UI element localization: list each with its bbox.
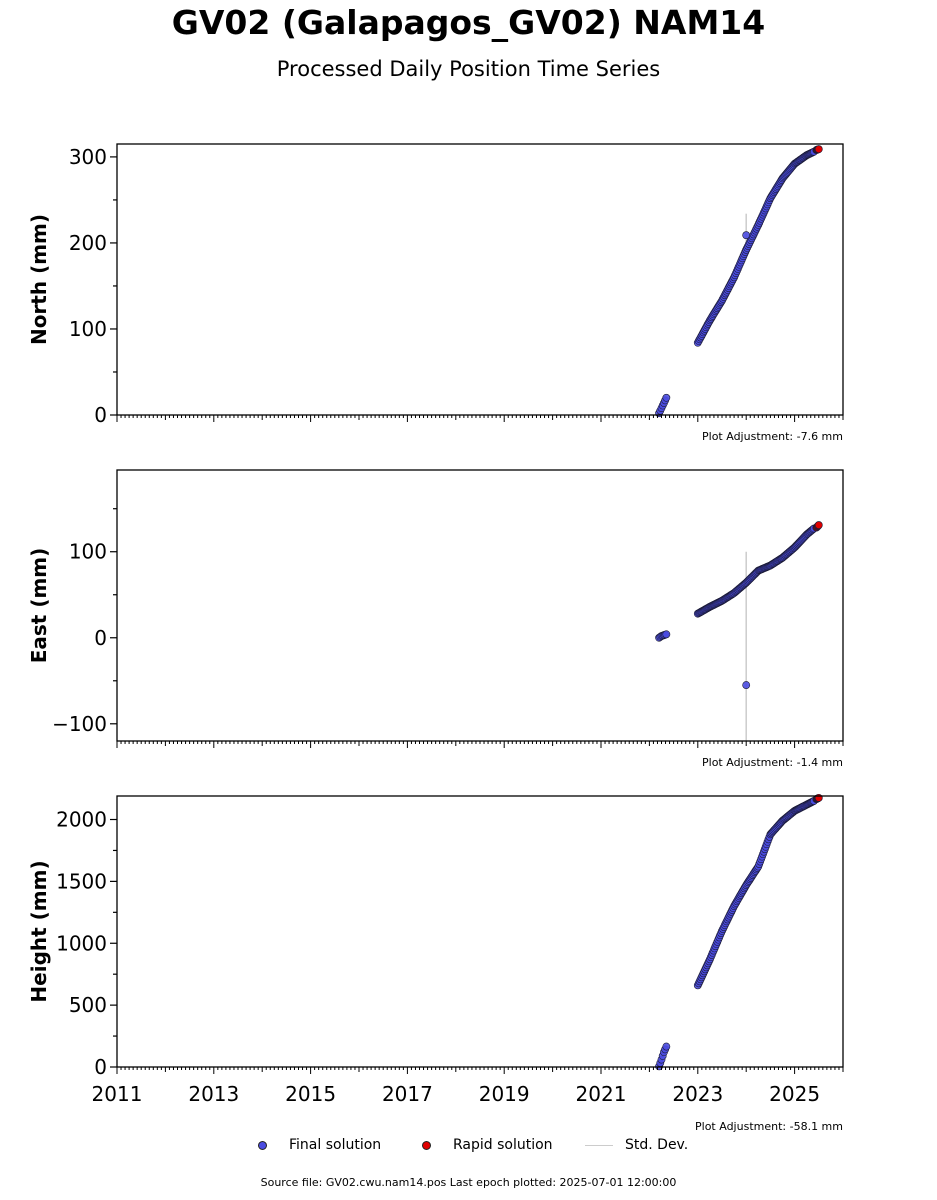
axes-frame: [116, 795, 844, 1068]
rapid-solution-point: [814, 793, 823, 802]
y-tick-label: 300: [69, 145, 107, 169]
legend-item-stddev: Std. Dev.: [585, 1137, 688, 1153]
y-tick-label: 500: [69, 993, 107, 1017]
x-tick-label: 2019: [479, 1082, 530, 1106]
final-solution-marker-icon: [258, 1140, 267, 1150]
plot-adjustment-label: Plot Adjustment: -7.6 mm: [702, 430, 843, 443]
std-dev-line-icon: [585, 1144, 613, 1146]
plot-adjustment-label: Plot Adjustment: -1.4 mm: [702, 756, 843, 769]
final-solution-point: [662, 630, 671, 639]
legend-label-rapid: Rapid solution: [453, 1137, 553, 1153]
y-tick-label: 0: [94, 1055, 107, 1079]
legend-item-final: Final solution: [258, 1137, 381, 1153]
rapid-solution-point: [814, 521, 823, 529]
x-tick-label: 2013: [188, 1082, 239, 1106]
final-solution-point: [742, 681, 751, 689]
rapid-solution-point: [814, 145, 823, 154]
final-solution-point: [662, 1042, 671, 1051]
legend-label-stddev: Std. Dev.: [625, 1137, 689, 1153]
panel-3: 0 500 1000 1500 2000 2011 2013 2015 2017 2019 2021…: [27, 793, 844, 1133]
axes-frame: [116, 469, 844, 742]
y-tick-label: 100: [69, 317, 107, 341]
rapid-solution-marker-icon: [422, 1140, 431, 1150]
plot-adjustment-label: Plot Adjustment: -58.1 mm: [695, 1120, 843, 1133]
y-tick-label: 0: [94, 626, 107, 650]
y-axis-label: East (mm): [27, 548, 51, 664]
y-tick-label: 1000: [56, 931, 107, 955]
panel-2: −100 0 100 East (mm) Plot Adjustment: -1.4 m…: [27, 469, 844, 769]
figure-title: GV02 (Galapagos_GV02) NAM14: [171, 3, 766, 42]
y-tick-label: 200: [69, 231, 107, 255]
y-tick-label: 1500: [56, 869, 107, 893]
legend-label-final: Final solution: [289, 1137, 382, 1153]
y-axis-label: Height (mm): [27, 860, 51, 1002]
legend: Final solution Rapid solution Std. Dev.: [0, 1137, 937, 1157]
x-tick-label: 2023: [672, 1082, 723, 1106]
x-tick-label: 2011: [92, 1082, 143, 1106]
legend-item-rapid: Rapid solution: [422, 1137, 553, 1153]
final-solution-point: [742, 231, 751, 240]
y-tick-label: 2000: [56, 808, 107, 832]
final-solution-point: [662, 393, 671, 402]
figure-subtitle: Processed Daily Position Time Series: [276, 57, 661, 81]
x-tick-label: 2025: [769, 1082, 820, 1106]
y-axis-label: North (mm): [27, 214, 51, 345]
x-tick-label: 2015: [285, 1082, 336, 1106]
y-tick-label: 0: [94, 403, 107, 427]
panel-1: 0 100 200 300 North (mm) Plot Adjustment: -7.…: [27, 143, 844, 443]
source-footer: Source file: GV02.cwu.nam14.pos Last epo…: [260, 1176, 677, 1189]
y-tick-label: −100: [52, 712, 107, 736]
y-tick-label: 100: [69, 540, 107, 564]
x-tick-label: 2021: [576, 1082, 627, 1106]
x-tick-label: 2017: [382, 1082, 433, 1106]
